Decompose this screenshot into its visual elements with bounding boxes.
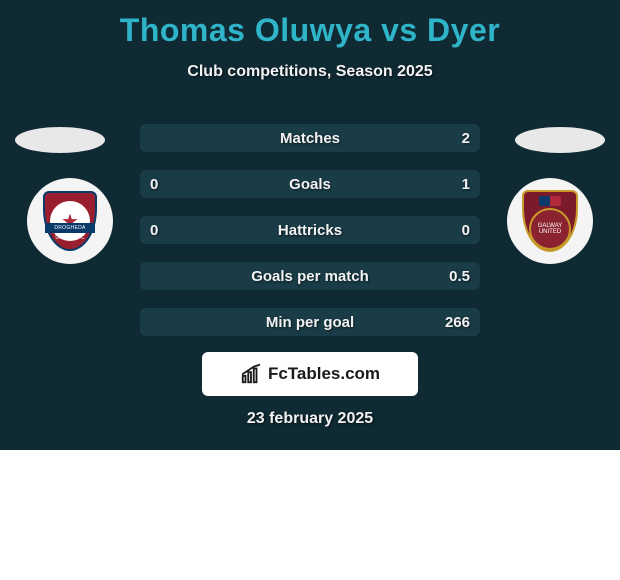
stat-value-right: 2 [462,130,470,147]
branding-badge: FcTables.com [202,352,418,396]
club-logo-right: GALWAY UNITED [507,178,593,264]
shield-icon: ★ DROGHEDA UNITED FC [43,191,97,251]
stat-value-right: 266 [445,314,470,331]
stat-label: Hattricks [140,222,480,239]
stat-label: Goals [140,176,480,193]
flag-icon [539,196,561,206]
stat-value-right: 0.5 [449,268,470,285]
stat-value-right: 0 [462,222,470,239]
stat-label: Min per goal [140,314,480,331]
date-label: 23 february 2025 [0,410,620,428]
club-left-name: DROGHEDA UNITED FC [45,223,95,233]
comparison-card: Thomas Oluwya vs Dyer Club competitions,… [0,0,620,450]
page-title: Thomas Oluwya vs Dyer [0,12,620,49]
chart-icon [240,363,262,385]
stat-row: Min per goal266 [140,308,480,336]
club-right-name: GALWAY UNITED [529,208,571,250]
stat-label: Goals per match [140,268,480,285]
stat-row: 0Goals1 [140,170,480,198]
stat-label: Matches [140,130,480,147]
player-left-ellipse [15,127,105,153]
page-subtitle: Club competitions, Season 2025 [0,63,620,81]
stats-list: Matches20Goals10Hattricks0Goals per matc… [140,124,480,354]
stat-row: 0Hattricks0 [140,216,480,244]
branding-text: FcTables.com [268,364,380,384]
club-logo-left: ★ DROGHEDA UNITED FC [27,178,113,264]
crest-icon: GALWAY UNITED [522,190,578,252]
stat-value-right: 1 [462,176,470,193]
stat-row: Matches2 [140,124,480,152]
stat-row: Goals per match0.5 [140,262,480,290]
player-right-ellipse [515,127,605,153]
